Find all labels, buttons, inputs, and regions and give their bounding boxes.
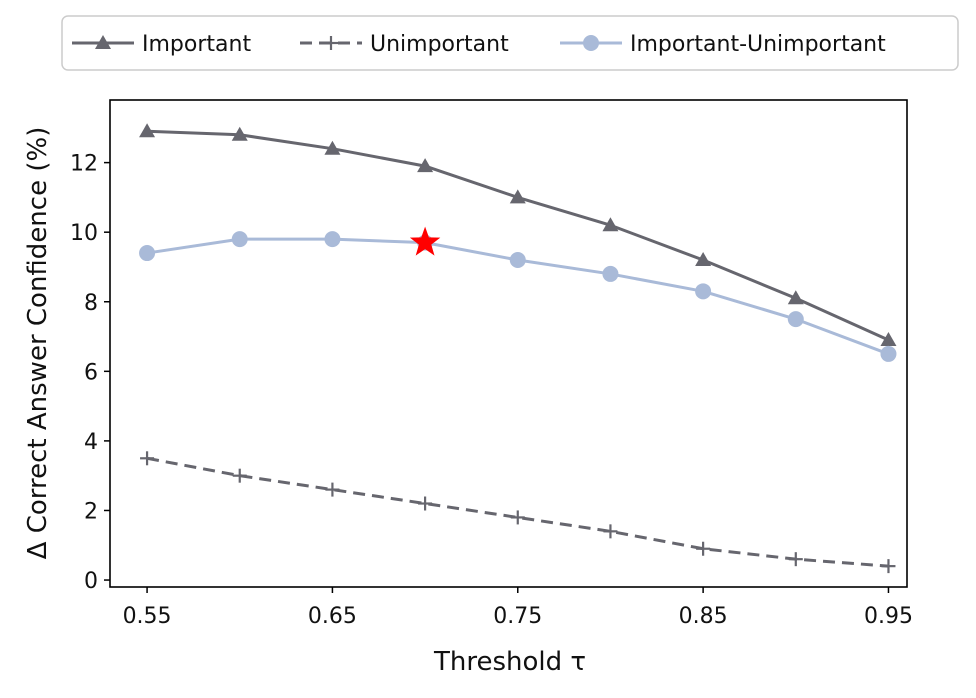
highlight-layer	[409, 226, 441, 256]
data-point-important	[139, 123, 156, 138]
data-point-important	[231, 126, 248, 141]
series-unimportant	[140, 451, 896, 574]
legend-item-important-unimportant: Important-Unimportant	[560, 32, 886, 57]
legend-items: Important Unimportant Important-Unimportan…	[72, 32, 886, 57]
y-tick-label: 4	[84, 430, 98, 455]
legend-marker	[583, 35, 599, 51]
y-tick-label: 10	[70, 221, 98, 246]
data-point-unimportant	[696, 541, 711, 556]
data-point-important-unimportant	[695, 283, 712, 300]
data-point-important	[880, 332, 897, 347]
x-axis-title: Threshold τ	[433, 647, 586, 677]
data-point-important-unimportant	[231, 231, 248, 248]
data-point-important-unimportant	[509, 252, 526, 269]
x-tick-label: 0.65	[308, 604, 357, 629]
data-point-important	[695, 252, 712, 267]
legend-marker	[324, 36, 338, 50]
x-tick-label: 0.95	[864, 604, 913, 629]
y-tick-label: 8	[84, 291, 98, 316]
data-point-unimportant	[603, 524, 618, 539]
data-point-important	[324, 140, 341, 155]
data-point-important-unimportant	[787, 311, 804, 328]
data-point-important-unimportant	[324, 231, 341, 248]
highlight-star	[409, 226, 441, 256]
y-axis-title: Δ Correct Answer Confidence (%)	[23, 127, 53, 560]
plot-area	[109, 99, 908, 588]
y-tick-label: 12	[70, 152, 98, 177]
data-point-unimportant	[325, 482, 340, 497]
data-point-important-unimportant	[139, 245, 156, 262]
y-tick-label: 0	[84, 569, 98, 594]
legend-label: Important-Unimportant	[630, 32, 886, 57]
data-point-unimportant	[788, 552, 803, 567]
data-point-unimportant	[510, 510, 525, 525]
data-point-important	[787, 290, 804, 305]
data-point-unimportant	[881, 559, 896, 574]
data-point-unimportant	[232, 468, 247, 483]
legend-label: Unimportant	[370, 32, 509, 57]
data-point-important	[509, 189, 526, 204]
data-point-important-unimportant	[602, 265, 619, 282]
x-tick-label: 0.55	[123, 604, 172, 629]
legend-label: Important	[142, 32, 251, 57]
data-point-unimportant	[418, 496, 433, 511]
series-important	[139, 123, 897, 347]
x-tick-label: 0.75	[493, 604, 542, 629]
axis-ticks: 0 2 4 6 8 10 12 0.55 0.65 0.75 0.85 0.95	[70, 152, 913, 629]
y-tick-label: 2	[84, 499, 98, 524]
data-point-unimportant	[140, 451, 155, 466]
legend: Important Unimportant Important-Unimportan…	[61, 15, 959, 71]
series-layer	[139, 123, 897, 574]
data-point-important-unimportant	[880, 345, 897, 362]
legend-item-unimportant: Unimportant	[300, 32, 509, 57]
y-tick-label: 6	[84, 360, 98, 385]
series-line-unimportant	[146, 456, 889, 568]
data-point-important	[417, 158, 434, 173]
x-tick-label: 0.85	[679, 604, 728, 629]
legend-marker	[95, 35, 111, 49]
data-point-important	[602, 217, 619, 232]
legend-item-important: Important	[72, 32, 251, 57]
legend-box	[61, 15, 959, 71]
